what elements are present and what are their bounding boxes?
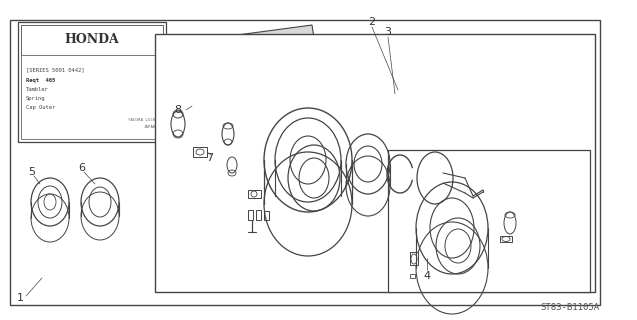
Text: 7: 7 [206, 153, 213, 163]
Text: JAPAN: JAPAN [143, 125, 156, 129]
Text: 5: 5 [29, 167, 36, 177]
Text: 6: 6 [78, 163, 85, 173]
Text: YAGURA LOCK: YAGURA LOCK [129, 118, 156, 122]
Text: Reqt  465: Reqt 465 [26, 77, 55, 83]
Bar [193, 147, 207, 157]
Bar [388, 150, 590, 292]
Text: 3: 3 [385, 27, 392, 37]
Bar [21, 25, 163, 139]
Bar [248, 190, 261, 198]
Polygon shape [185, 25, 318, 78]
Bar [21, 25, 163, 55]
Text: Tumbler: Tumbler [26, 86, 49, 92]
Bar [410, 252, 418, 265]
Text: Spring: Spring [26, 95, 45, 100]
Text: 8: 8 [175, 105, 182, 115]
Text: Cap Outer: Cap Outer [26, 105, 55, 109]
Bar [248, 210, 253, 220]
Bar [10, 20, 600, 305]
Bar [264, 211, 269, 220]
Text: 4: 4 [424, 271, 431, 281]
Bar [500, 236, 512, 242]
Text: 1: 1 [17, 293, 24, 303]
Bar [155, 34, 595, 292]
Text: [SERIES 5001 0442]: [SERIES 5001 0442] [26, 68, 85, 73]
Text: HONDA: HONDA [64, 33, 119, 45]
Text: 2: 2 [368, 17, 376, 27]
Bar [256, 210, 261, 220]
Bar [410, 274, 415, 278]
Text: ST83-B1105A: ST83-B1105A [541, 303, 600, 312]
Bar [18, 22, 166, 142]
